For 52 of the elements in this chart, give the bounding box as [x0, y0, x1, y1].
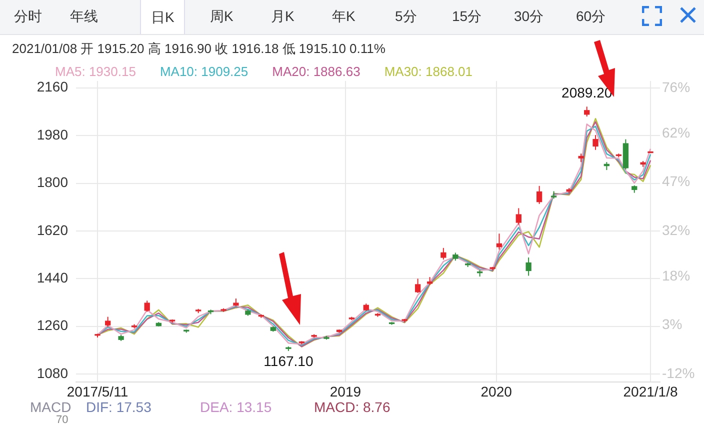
text: MA30: 1868.01 [384, 64, 473, 79]
text: DIF: 17.53 [86, 399, 152, 415]
x-tick-label: 2020 [480, 383, 512, 400]
y-tick-label: 1980 [36, 126, 68, 142]
text: DEA: 13.15 [200, 399, 272, 415]
x-tick-label: 2017/5/11 [66, 383, 128, 400]
text: 5分 [395, 8, 417, 26]
candlestick [348, 316, 355, 320]
text: MA10: 1909.25 [160, 64, 248, 79]
candlestick [324, 335, 330, 340]
x-tick-label: 2021/1/8 [623, 383, 678, 400]
x-tick-label: 2019 [330, 383, 362, 400]
candlestick [233, 298, 239, 307]
annotation: 2089.20 [562, 84, 612, 101]
candlestick [402, 318, 408, 323]
candlestick [220, 308, 226, 312]
candlestick [196, 308, 202, 314]
candlestick [169, 318, 176, 324]
y-tick-label: 1260 [36, 317, 68, 334]
text: 70 [56, 414, 68, 426]
text: MACD: 8.76 [314, 399, 390, 415]
y-tick-label: 1080 [36, 364, 68, 381]
y2-tick-label: 47% [662, 173, 690, 190]
y2-tick-label: 3% [662, 316, 682, 332]
y2-tick-label: 18% [662, 267, 690, 284]
text: 年线 [70, 8, 98, 26]
y-tick-label: 1620 [36, 222, 68, 238]
y2-tick-label: -12% [662, 364, 695, 381]
text: MA20: 1886.63 [272, 64, 360, 79]
text: 30分 [514, 8, 544, 26]
text: 年K [332, 8, 356, 26]
candlestick [550, 190, 557, 200]
y2-tick-label: 32% [662, 222, 690, 238]
candlestick [245, 309, 251, 316]
y2-tick-label: 62% [662, 124, 690, 140]
text: 日K [140, 0, 186, 34]
text: 15分 [452, 8, 482, 26]
text: MACD [30, 399, 72, 415]
y2-tick-label: 76% [662, 78, 690, 95]
candlestick [118, 334, 124, 342]
text: 周K [210, 8, 234, 26]
y-tick-label: 1440 [36, 270, 68, 286]
text: 月K [271, 8, 294, 26]
candlestick [490, 266, 496, 271]
y-tick-label: 1800 [36, 174, 68, 190]
candlestick [311, 334, 317, 338]
text: 2021/01/08 开 1915.20 高 1916.90 收 1916.18 低 1915.10 0.11% [12, 40, 386, 58]
text: 分时 [14, 8, 42, 26]
text: 60分 [576, 8, 606, 26]
text: MA5: 1930.15 [55, 64, 136, 79]
annotation: 1167.10 [264, 352, 314, 369]
y-tick-label: 2160 [36, 78, 68, 95]
